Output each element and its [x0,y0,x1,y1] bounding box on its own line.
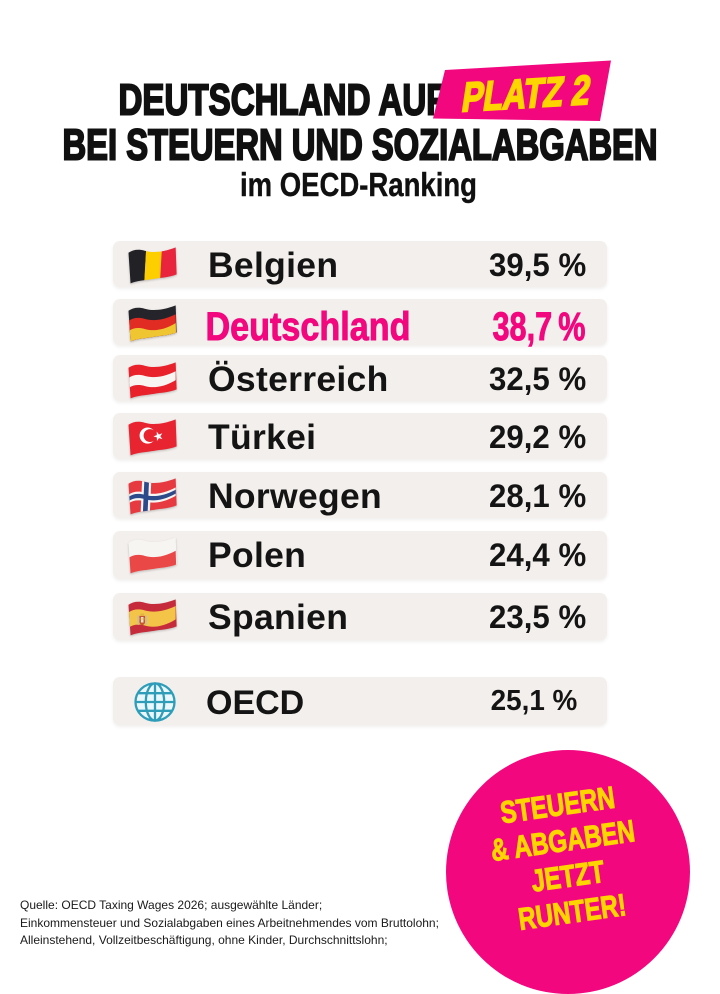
svg-text:im OECD-Ranking: im OECD-Ranking [240,166,477,203]
svg-text:DEUTSCHLAND AUF: DEUTSCHLAND AUF [119,77,447,125]
svg-text:Deutschland: Deutschland [206,305,411,349]
svg-text:BEI STEUERN UND SOZIALABGABEN: BEI STEUERN UND SOZIALABGABEN [63,122,658,170]
svg-text:38,7 %: 38,7 % [493,305,586,349]
svg-text:PLATZ 2: PLATZ 2 [459,66,594,121]
